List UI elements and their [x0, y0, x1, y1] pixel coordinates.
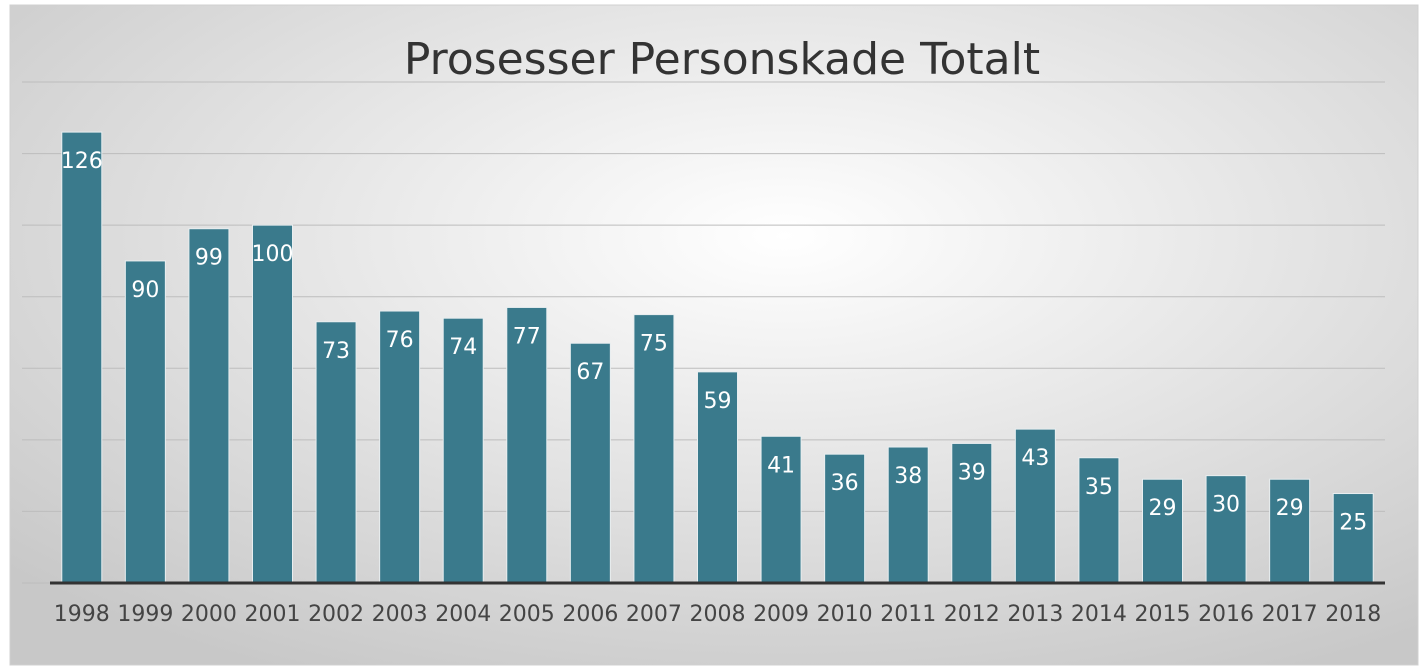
bar	[506, 306, 548, 584]
data-label: 30	[1212, 493, 1240, 518]
data-label: 90	[131, 278, 159, 303]
data-label: 43	[1021, 446, 1049, 471]
bar	[887, 446, 929, 584]
x-tick-label: 2014	[1071, 602, 1127, 627]
bar	[252, 224, 293, 584]
data-label: 74	[449, 335, 477, 360]
data-label: 73	[322, 339, 350, 364]
x-tick-label: 2016	[1198, 602, 1254, 627]
bar	[442, 317, 484, 584]
data-label: 36	[831, 471, 859, 496]
x-tick-label: 2005	[499, 602, 555, 627]
bar	[124, 260, 166, 584]
x-tick-label: 2004	[435, 602, 491, 627]
data-label: 59	[704, 389, 732, 414]
data-label: 126	[61, 149, 103, 174]
x-tick-label: 2008	[690, 602, 746, 627]
bar	[188, 228, 230, 584]
bar	[379, 310, 421, 584]
x-tick-label: 2010	[817, 602, 873, 627]
data-label: 39	[958, 460, 986, 485]
data-label: 35	[1085, 475, 1113, 500]
x-tick-label: 1999	[117, 602, 173, 627]
data-label: 77	[513, 324, 541, 349]
data-label: 75	[640, 332, 668, 357]
x-tick-label: 2001	[245, 602, 301, 627]
bar	[951, 442, 993, 584]
data-label: 99	[195, 246, 223, 271]
x-tick-label: 2006	[562, 602, 618, 627]
bar	[1205, 475, 1247, 584]
x-tick-label: 2017	[1262, 602, 1318, 627]
bar	[1269, 478, 1311, 584]
data-label: 67	[576, 360, 604, 385]
x-tick-label: 2002	[308, 602, 364, 627]
x-tick-label: 2000	[181, 602, 237, 627]
bar	[824, 453, 866, 584]
data-label: 76	[386, 328, 414, 353]
data-label: 25	[1339, 511, 1367, 536]
x-tick-label: 2018	[1325, 602, 1381, 627]
data-label: 29	[1149, 496, 1177, 521]
x-tick-label: 2015	[1135, 602, 1191, 627]
bar	[61, 131, 103, 584]
data-label: 41	[767, 453, 795, 478]
data-label: 100	[252, 242, 294, 267]
bar	[1332, 493, 1374, 584]
bar	[1142, 478, 1183, 584]
x-tick-label: 2012	[944, 602, 1000, 627]
x-tick-label: 2003	[372, 602, 428, 627]
bar	[315, 321, 357, 584]
x-tick-label: 2013	[1007, 602, 1063, 627]
x-tick-label: 1998	[54, 602, 110, 627]
bar	[697, 371, 738, 584]
x-tick-label: 2007	[626, 602, 682, 627]
bar	[1078, 457, 1120, 584]
chart-title: Prosesser Personskade Totalt	[404, 34, 1040, 85]
data-label: 29	[1276, 496, 1304, 521]
bar	[569, 342, 611, 584]
x-tick-label: 2009	[753, 602, 809, 627]
bar	[633, 314, 675, 584]
data-label: 38	[894, 464, 922, 489]
x-tick-label: 2011	[880, 602, 936, 627]
